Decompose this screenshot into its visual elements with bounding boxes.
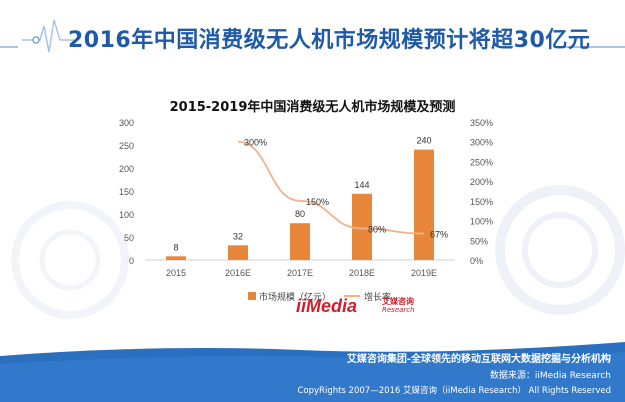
- chart-svg: 0 50 100 150 200 250 300 0% 50% 100% 150% 200% 250% 3…: [119, 118, 493, 303]
- chart-area: 2015-2019年中国消费级无人机市场规模及预测 0 50 100 150 200 25…: [0, 78, 625, 343]
- bar: [352, 193, 372, 260]
- y-left-tick-label: 100: [119, 210, 134, 220]
- x-tick-label: 2016E: [225, 268, 251, 278]
- y-left-tick-label: 50: [124, 233, 134, 243]
- y-left-tick-label: 150: [119, 187, 134, 197]
- y-right-tick-label: 300%: [470, 138, 493, 148]
- footer-copyright: CopyRights 2007—2016 艾媒咨询（iiMedia Resear…: [297, 386, 611, 396]
- bar-value-label: 144: [354, 180, 369, 190]
- x-tick-label: 2015: [166, 268, 186, 278]
- y-left-tick-label: 0: [129, 256, 134, 266]
- y-left-tick-label: 250: [119, 141, 134, 151]
- footer-source: 数据来源：iiMedia Research: [489, 371, 611, 381]
- bar-value-label: 32: [233, 231, 243, 241]
- logo-en: Research: [382, 306, 415, 314]
- growth-rate-label: 80%: [368, 224, 386, 234]
- bar: [414, 149, 434, 260]
- pulse-icon: [22, 19, 74, 53]
- chart-title: 2015-2019年中国消费级无人机市场规模及预测: [169, 100, 456, 115]
- growth-rate-label: 67%: [430, 230, 448, 240]
- growth-rate-label: 150%: [306, 197, 329, 207]
- y-right-tick-label: 200%: [470, 177, 493, 187]
- y-left-tick-label: 200: [119, 164, 134, 174]
- legend-swatch-bar: [248, 292, 256, 300]
- iimedia-logo: iiMedia 艾媒咨询 Research: [296, 296, 416, 318]
- logo-cn: 艾媒咨询: [382, 297, 414, 306]
- footer-tagline: 艾媒咨询集团-全球领先的移动互联网大数据挖掘与分析机构: [346, 354, 611, 365]
- header: 2016年中国消费级无人机市场规模预计将超30亿元: [0, 0, 625, 78]
- bar: [166, 256, 186, 260]
- growth-rate-label: 300%: [244, 138, 267, 148]
- growth-rate-line: [237, 140, 425, 235]
- header-rule-right: [560, 46, 625, 48]
- footer: 艾媒咨询集团-全球领先的移动互联网大数据挖掘与分析机构 数据来源：iiMedia…: [0, 342, 625, 402]
- logo-brand: iiMedia: [296, 296, 358, 316]
- y-right-tick-label: 350%: [470, 118, 493, 128]
- footer-band: [0, 342, 625, 402]
- y-right-tick-label: 0%: [470, 256, 483, 266]
- y-left-tick-label: 300: [119, 118, 134, 128]
- x-tick-label: 2017E: [287, 268, 313, 278]
- y-right-tick-label: 50%: [470, 236, 488, 246]
- bar: [290, 223, 310, 260]
- bar-value-label: 8: [173, 242, 178, 252]
- page-title: 2016年中国消费级无人机市场规模预计将超30亿元: [68, 28, 591, 53]
- y-right-tick-label: 100%: [470, 217, 493, 227]
- y-right-tick-label: 250%: [470, 157, 493, 167]
- y-right-tick-label: 150%: [470, 197, 493, 207]
- bar: [228, 245, 248, 260]
- bar-value-label: 240: [416, 136, 431, 146]
- legend-label-bar: 市场规模（亿元）: [259, 291, 331, 303]
- x-tick-label: 2018E: [349, 268, 375, 278]
- legend-label-line: 增长率: [364, 291, 391, 303]
- header-rule-left: [0, 46, 18, 48]
- x-tick-label: 2019E: [411, 268, 437, 278]
- bar-value-label: 80: [295, 209, 305, 219]
